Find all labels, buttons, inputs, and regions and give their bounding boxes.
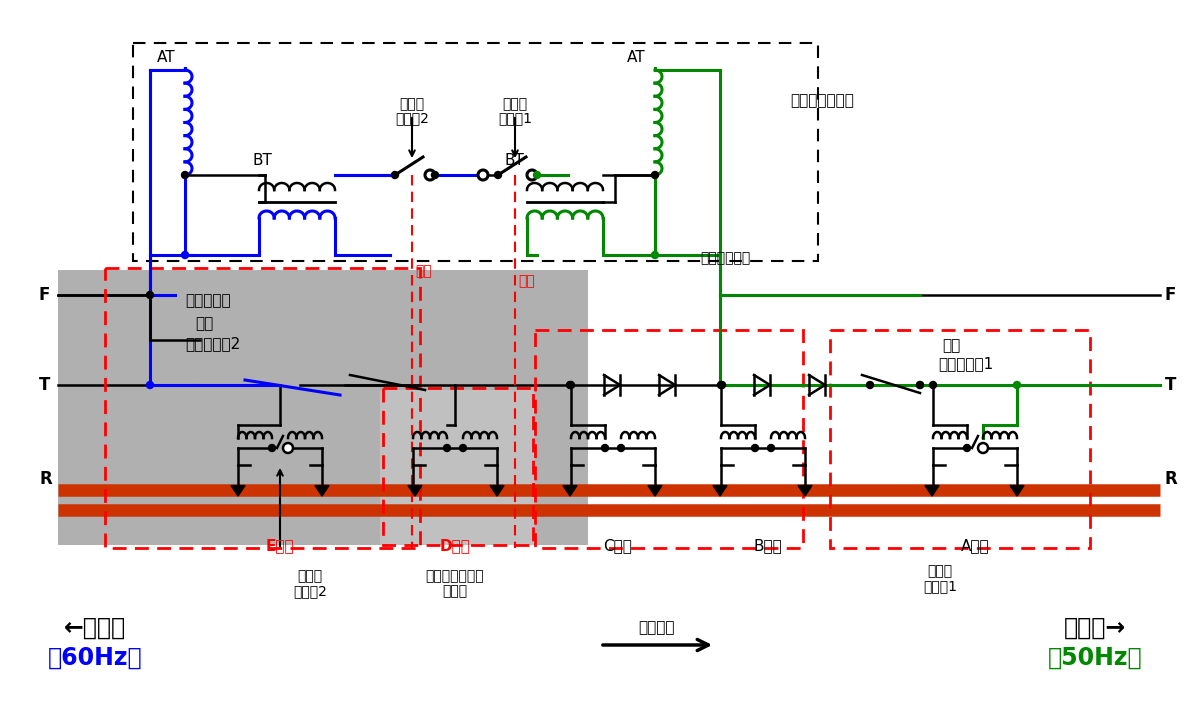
Polygon shape bbox=[314, 485, 329, 496]
Bar bbox=[58, 270, 588, 545]
Text: R: R bbox=[40, 470, 52, 488]
Text: 切替器1: 切替器1 bbox=[923, 579, 956, 593]
Text: F: F bbox=[38, 286, 50, 304]
Polygon shape bbox=[232, 485, 245, 496]
Text: インピーダンス: インピーダンス bbox=[426, 569, 485, 583]
Circle shape bbox=[432, 171, 438, 179]
Text: C地点: C地点 bbox=[604, 538, 632, 553]
Polygon shape bbox=[798, 485, 812, 496]
Text: 連動: 連動 bbox=[518, 274, 535, 288]
Circle shape bbox=[618, 444, 624, 451]
Polygon shape bbox=[713, 485, 727, 496]
Text: B地点: B地点 bbox=[754, 538, 782, 553]
Circle shape bbox=[527, 170, 536, 180]
Text: F: F bbox=[1165, 286, 1176, 304]
Bar bbox=[380, 390, 535, 545]
Text: 切替用: 切替用 bbox=[400, 97, 425, 111]
Polygon shape bbox=[563, 485, 577, 496]
Bar bbox=[106, 268, 420, 548]
Polygon shape bbox=[648, 485, 662, 496]
Text: エア: エア bbox=[942, 338, 960, 353]
Text: セクション2: セクション2 bbox=[185, 336, 240, 351]
Bar bbox=[830, 330, 1090, 548]
Circle shape bbox=[768, 444, 774, 451]
Circle shape bbox=[964, 444, 971, 451]
Text: （50Hz）: （50Hz） bbox=[1048, 646, 1142, 670]
Circle shape bbox=[917, 382, 924, 389]
Text: 高崎方→: 高崎方→ bbox=[1064, 616, 1126, 640]
Text: 連動: 連動 bbox=[415, 264, 432, 278]
Text: 進行方向: 進行方向 bbox=[638, 620, 676, 635]
Text: ←敦賀方: ←敦賀方 bbox=[64, 616, 126, 640]
Circle shape bbox=[917, 382, 924, 389]
Text: BT: BT bbox=[252, 153, 272, 168]
Text: トンネル内: トンネル内 bbox=[185, 293, 230, 308]
Circle shape bbox=[425, 170, 434, 180]
Text: 切替用: 切替用 bbox=[503, 97, 528, 111]
Text: R: R bbox=[1165, 470, 1177, 488]
Text: 開閉器2: 開閉器2 bbox=[395, 111, 428, 125]
Text: E地点: E地点 bbox=[265, 538, 294, 553]
Circle shape bbox=[566, 382, 574, 389]
Polygon shape bbox=[408, 485, 422, 496]
Circle shape bbox=[601, 444, 608, 451]
Circle shape bbox=[1014, 382, 1020, 389]
Text: ボンド: ボンド bbox=[443, 584, 468, 598]
Circle shape bbox=[718, 382, 725, 389]
Circle shape bbox=[978, 443, 988, 453]
Circle shape bbox=[494, 171, 502, 179]
Circle shape bbox=[146, 382, 154, 389]
Circle shape bbox=[181, 251, 188, 258]
Circle shape bbox=[391, 171, 398, 179]
Text: （60Hz）: （60Hz） bbox=[48, 646, 143, 670]
Text: レール: レール bbox=[298, 569, 323, 583]
Circle shape bbox=[652, 251, 659, 258]
Text: き電区分所構内: き電区分所構内 bbox=[790, 93, 854, 108]
Circle shape bbox=[146, 292, 154, 299]
Text: T: T bbox=[1165, 376, 1176, 394]
Text: エア: エア bbox=[196, 316, 214, 331]
Text: レール: レール bbox=[928, 564, 953, 578]
Circle shape bbox=[719, 382, 726, 389]
Circle shape bbox=[283, 443, 293, 453]
Text: AT: AT bbox=[626, 50, 646, 65]
Circle shape bbox=[269, 444, 276, 451]
Text: A地点: A地点 bbox=[961, 538, 989, 553]
Text: T: T bbox=[38, 376, 50, 394]
Text: D地点: D地点 bbox=[439, 538, 470, 553]
Circle shape bbox=[444, 444, 450, 451]
Text: セクション1: セクション1 bbox=[938, 356, 994, 371]
Circle shape bbox=[568, 382, 575, 389]
Polygon shape bbox=[1010, 485, 1024, 496]
Bar bbox=[133, 43, 818, 261]
Polygon shape bbox=[925, 485, 938, 496]
Circle shape bbox=[652, 171, 659, 179]
Bar bbox=[383, 388, 533, 545]
Circle shape bbox=[534, 171, 540, 179]
Circle shape bbox=[460, 444, 467, 451]
Text: 開閉器1: 開閉器1 bbox=[498, 111, 532, 125]
Circle shape bbox=[930, 382, 936, 389]
Text: 切替器2: 切替器2 bbox=[293, 584, 326, 598]
Text: BT: BT bbox=[505, 153, 524, 168]
Circle shape bbox=[478, 170, 488, 180]
Text: AT: AT bbox=[157, 50, 175, 65]
Circle shape bbox=[751, 444, 758, 451]
Polygon shape bbox=[490, 485, 504, 496]
Text: 同軸ケーブル: 同軸ケーブル bbox=[700, 251, 750, 265]
Bar bbox=[535, 330, 803, 548]
Circle shape bbox=[181, 171, 188, 179]
Circle shape bbox=[866, 382, 874, 389]
